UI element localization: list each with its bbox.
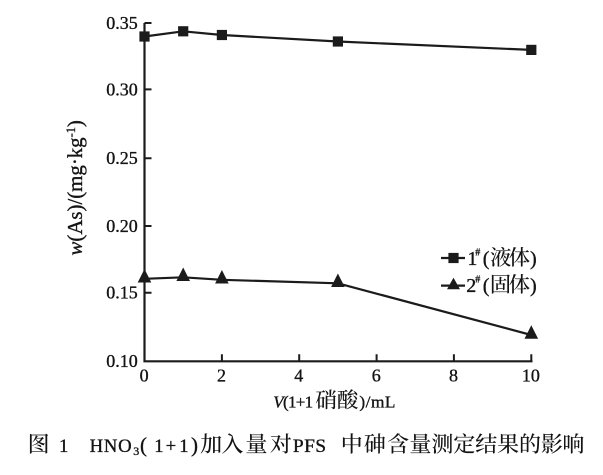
svg-text:0.25: 0.25 (106, 148, 138, 168)
svg-text:1: 1 (179, 436, 188, 457)
svg-text:PFS: PFS (293, 436, 327, 457)
svg-text:6: 6 (372, 365, 381, 385)
svg-text:#: # (475, 248, 480, 259)
svg-text:#: # (475, 275, 480, 286)
svg-text:3: 3 (133, 444, 139, 458)
svg-text:2: 2 (466, 275, 476, 297)
svg-text:0.20: 0.20 (106, 216, 138, 236)
svg-text:1: 1 (467, 248, 477, 270)
svg-text:HNO: HNO (90, 436, 133, 457)
svg-text:(: ( (140, 433, 147, 457)
svg-text:8: 8 (449, 365, 458, 385)
svg-text:): ) (191, 433, 198, 457)
svg-text:0.35: 0.35 (106, 13, 138, 33)
svg-text:): ) (530, 248, 537, 270)
svg-text:(: ( (483, 275, 490, 297)
svg-text:V(1+1: V(1+1 (273, 393, 312, 412)
svg-text:)/mL: )/mL (359, 393, 396, 412)
svg-text:10: 10 (522, 365, 540, 385)
svg-text:0.10: 0.10 (106, 351, 138, 371)
svg-text:1: 1 (59, 436, 68, 457)
svg-text:0: 0 (140, 365, 149, 385)
svg-text:4: 4 (294, 365, 303, 385)
svg-text:+: + (166, 436, 177, 457)
svg-text:2: 2 (217, 365, 226, 385)
svg-text:w(As)/(mg·kg-1): w(As)/(mg·kg-1) (63, 120, 87, 255)
svg-text:): ) (530, 275, 537, 297)
svg-text:(: ( (483, 248, 490, 270)
svg-text:0.30: 0.30 (106, 79, 138, 99)
svg-text:1: 1 (154, 436, 163, 457)
svg-text:0.15: 0.15 (106, 283, 138, 303)
